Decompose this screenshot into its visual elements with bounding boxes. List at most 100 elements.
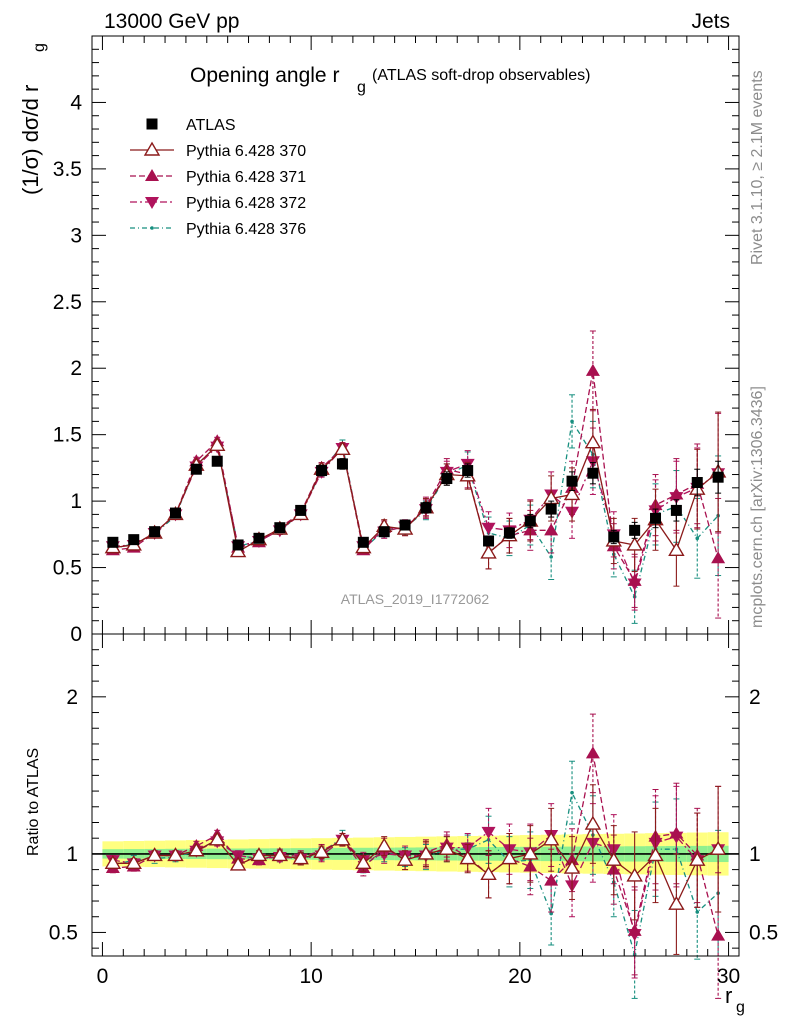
upper-series-1-point bbox=[229, 543, 247, 558]
ratio-series-1-point bbox=[250, 847, 268, 862]
ratio-series-1-point bbox=[146, 847, 163, 862]
ratio-series-1-point bbox=[438, 840, 456, 855]
upper-series-2-point bbox=[711, 551, 726, 564]
upper-series-atlas-point bbox=[190, 463, 202, 475]
upper-series-atlas-point bbox=[274, 522, 286, 534]
ratio-series-1-point bbox=[209, 831, 226, 846]
header-right: Jets bbox=[691, 10, 730, 33]
ratio-y-tick-label-right: 1 bbox=[749, 843, 761, 866]
plot-title: Opening angle r bbox=[190, 64, 339, 87]
ratio-series-4-point bbox=[570, 790, 574, 795]
upper-series-1-point bbox=[626, 536, 643, 551]
ratio-y-tick-label: 0.5 bbox=[49, 921, 78, 944]
plot-title-main: Opening angle r bbox=[190, 64, 339, 87]
ratio-y-tick-label: 2 bbox=[66, 686, 78, 709]
upper-series-atlas-point bbox=[316, 465, 328, 477]
ratio-series-2-line bbox=[112, 753, 719, 936]
upper-series-group bbox=[104, 330, 727, 624]
ratio-series-1-point bbox=[480, 865, 497, 881]
upper-series-atlas-point bbox=[712, 471, 724, 483]
x-tick-label: 10 bbox=[299, 965, 322, 988]
ratio-series-1-point bbox=[417, 845, 435, 860]
ratio-series-2-point bbox=[544, 873, 559, 886]
upper-series-4-point bbox=[549, 555, 553, 559]
ratio-series-2-point bbox=[585, 746, 600, 759]
xlabel-sub: g bbox=[736, 999, 745, 1016]
ratio-series-1-point bbox=[501, 850, 518, 865]
upper-ylabel-sub: g bbox=[31, 43, 48, 52]
upper-y-tick-label: 4 bbox=[70, 91, 82, 114]
ratio-series-1-point bbox=[459, 850, 476, 865]
upper-series-atlas-point bbox=[232, 539, 244, 551]
ratio-y-tick-label-right: 0.5 bbox=[749, 921, 778, 944]
upper-series-3-point bbox=[481, 522, 496, 535]
mcplots-note: mcplots.cern.ch [arXiv:1306.3436] bbox=[749, 386, 766, 628]
upper-series-2-point bbox=[669, 487, 684, 500]
upper-series-atlas-point bbox=[336, 458, 348, 470]
upper-series-1-point bbox=[563, 486, 581, 501]
ratio-series-1-point bbox=[522, 845, 539, 860]
upper-series-atlas-point bbox=[503, 527, 515, 539]
header-left: 13000 GeV pp bbox=[104, 10, 239, 33]
ratio-series-1-point bbox=[188, 842, 205, 857]
upper-series-1-point bbox=[480, 544, 497, 559]
upper-series-atlas-point bbox=[650, 512, 662, 524]
upper-series-atlas-point bbox=[670, 504, 682, 516]
x-tick-label: 20 bbox=[508, 965, 531, 988]
upper-series-atlas-point bbox=[169, 507, 181, 519]
upper-series-1-point bbox=[668, 541, 685, 556]
x-tick-label: 30 bbox=[717, 965, 740, 988]
upper-series-2-point bbox=[544, 523, 559, 536]
legend-label: ATLAS bbox=[186, 117, 236, 134]
upper-series-atlas-point bbox=[149, 526, 161, 538]
legend-marker bbox=[145, 197, 159, 209]
upper-series-1-point bbox=[584, 434, 602, 449]
ratio-series-4-point bbox=[549, 911, 553, 916]
legend-label: Pythia 6.428 371 bbox=[186, 169, 306, 186]
upper-series-atlas-point bbox=[378, 526, 390, 538]
ratio-y-tick-label: 1 bbox=[66, 843, 78, 866]
upper-series-atlas-point bbox=[629, 524, 641, 536]
upper-series-atlas-point bbox=[420, 502, 432, 514]
upper-series-4-line bbox=[112, 419, 719, 599]
upper-ylabel-sub-group: g bbox=[31, 43, 48, 52]
upper-series-atlas-point bbox=[211, 455, 223, 467]
ratio-series-2-point bbox=[669, 826, 684, 839]
upper-y-tick-label: 3 bbox=[70, 224, 82, 247]
plot-title-paren: (ATLAS soft-drop observables) bbox=[372, 67, 590, 84]
upper-y-tick-label: 1.5 bbox=[53, 424, 82, 447]
ratio-series-2-point bbox=[627, 923, 642, 936]
upper-ylabel: (1/σ) dσ/d r bbox=[18, 85, 43, 195]
x-tick-label: 0 bbox=[97, 965, 109, 988]
upper-series-atlas-point bbox=[545, 503, 557, 515]
ratio-series-1-point bbox=[167, 847, 184, 862]
ratio-series-1-point bbox=[375, 837, 393, 852]
ratio-series-1-point bbox=[355, 854, 372, 870]
rivet-note: Rivet 3.1.10, ≥ 2.1M events bbox=[749, 70, 766, 265]
ratio-axes: 0 10 20 30 0.5 0.5 1 1 2 2 bbox=[49, 633, 778, 988]
ratio-series-1-point bbox=[396, 851, 414, 866]
ratio-series-1-point bbox=[563, 859, 581, 874]
plot-title-sub: g bbox=[357, 79, 366, 96]
upper-axes: 0 0.5 1 1.5 2 2.5 3 3.5 4 bbox=[53, 35, 740, 646]
upper-series-4-point bbox=[570, 419, 574, 424]
ratio-series-1-point bbox=[313, 843, 330, 859]
upper-series-atlas-point bbox=[253, 532, 265, 544]
ratio-series-1-point bbox=[647, 847, 664, 862]
upper-series-atlas-point bbox=[441, 473, 453, 485]
xlabel: r bbox=[725, 983, 732, 1008]
ratio-series-1-point bbox=[689, 851, 706, 866]
upper-series-atlas-point bbox=[691, 477, 703, 489]
upper-series-2-point bbox=[585, 363, 600, 376]
upper-y-tick-label: 1 bbox=[70, 490, 82, 513]
ratio-series-2-point bbox=[711, 928, 726, 941]
legend-marker bbox=[146, 118, 158, 130]
ratio-y-tick-label-right: 2 bbox=[749, 686, 761, 709]
ratio-series-1-point bbox=[542, 831, 560, 846]
ratio-series-1-point bbox=[104, 854, 122, 870]
upper-series-atlas-point bbox=[483, 535, 495, 547]
legend-label: Pythia 6.428 376 bbox=[186, 221, 306, 238]
ratio-series-1-point bbox=[626, 867, 643, 882]
ratio-series-1-point bbox=[605, 851, 622, 866]
ratio-frame bbox=[91, 633, 740, 957]
